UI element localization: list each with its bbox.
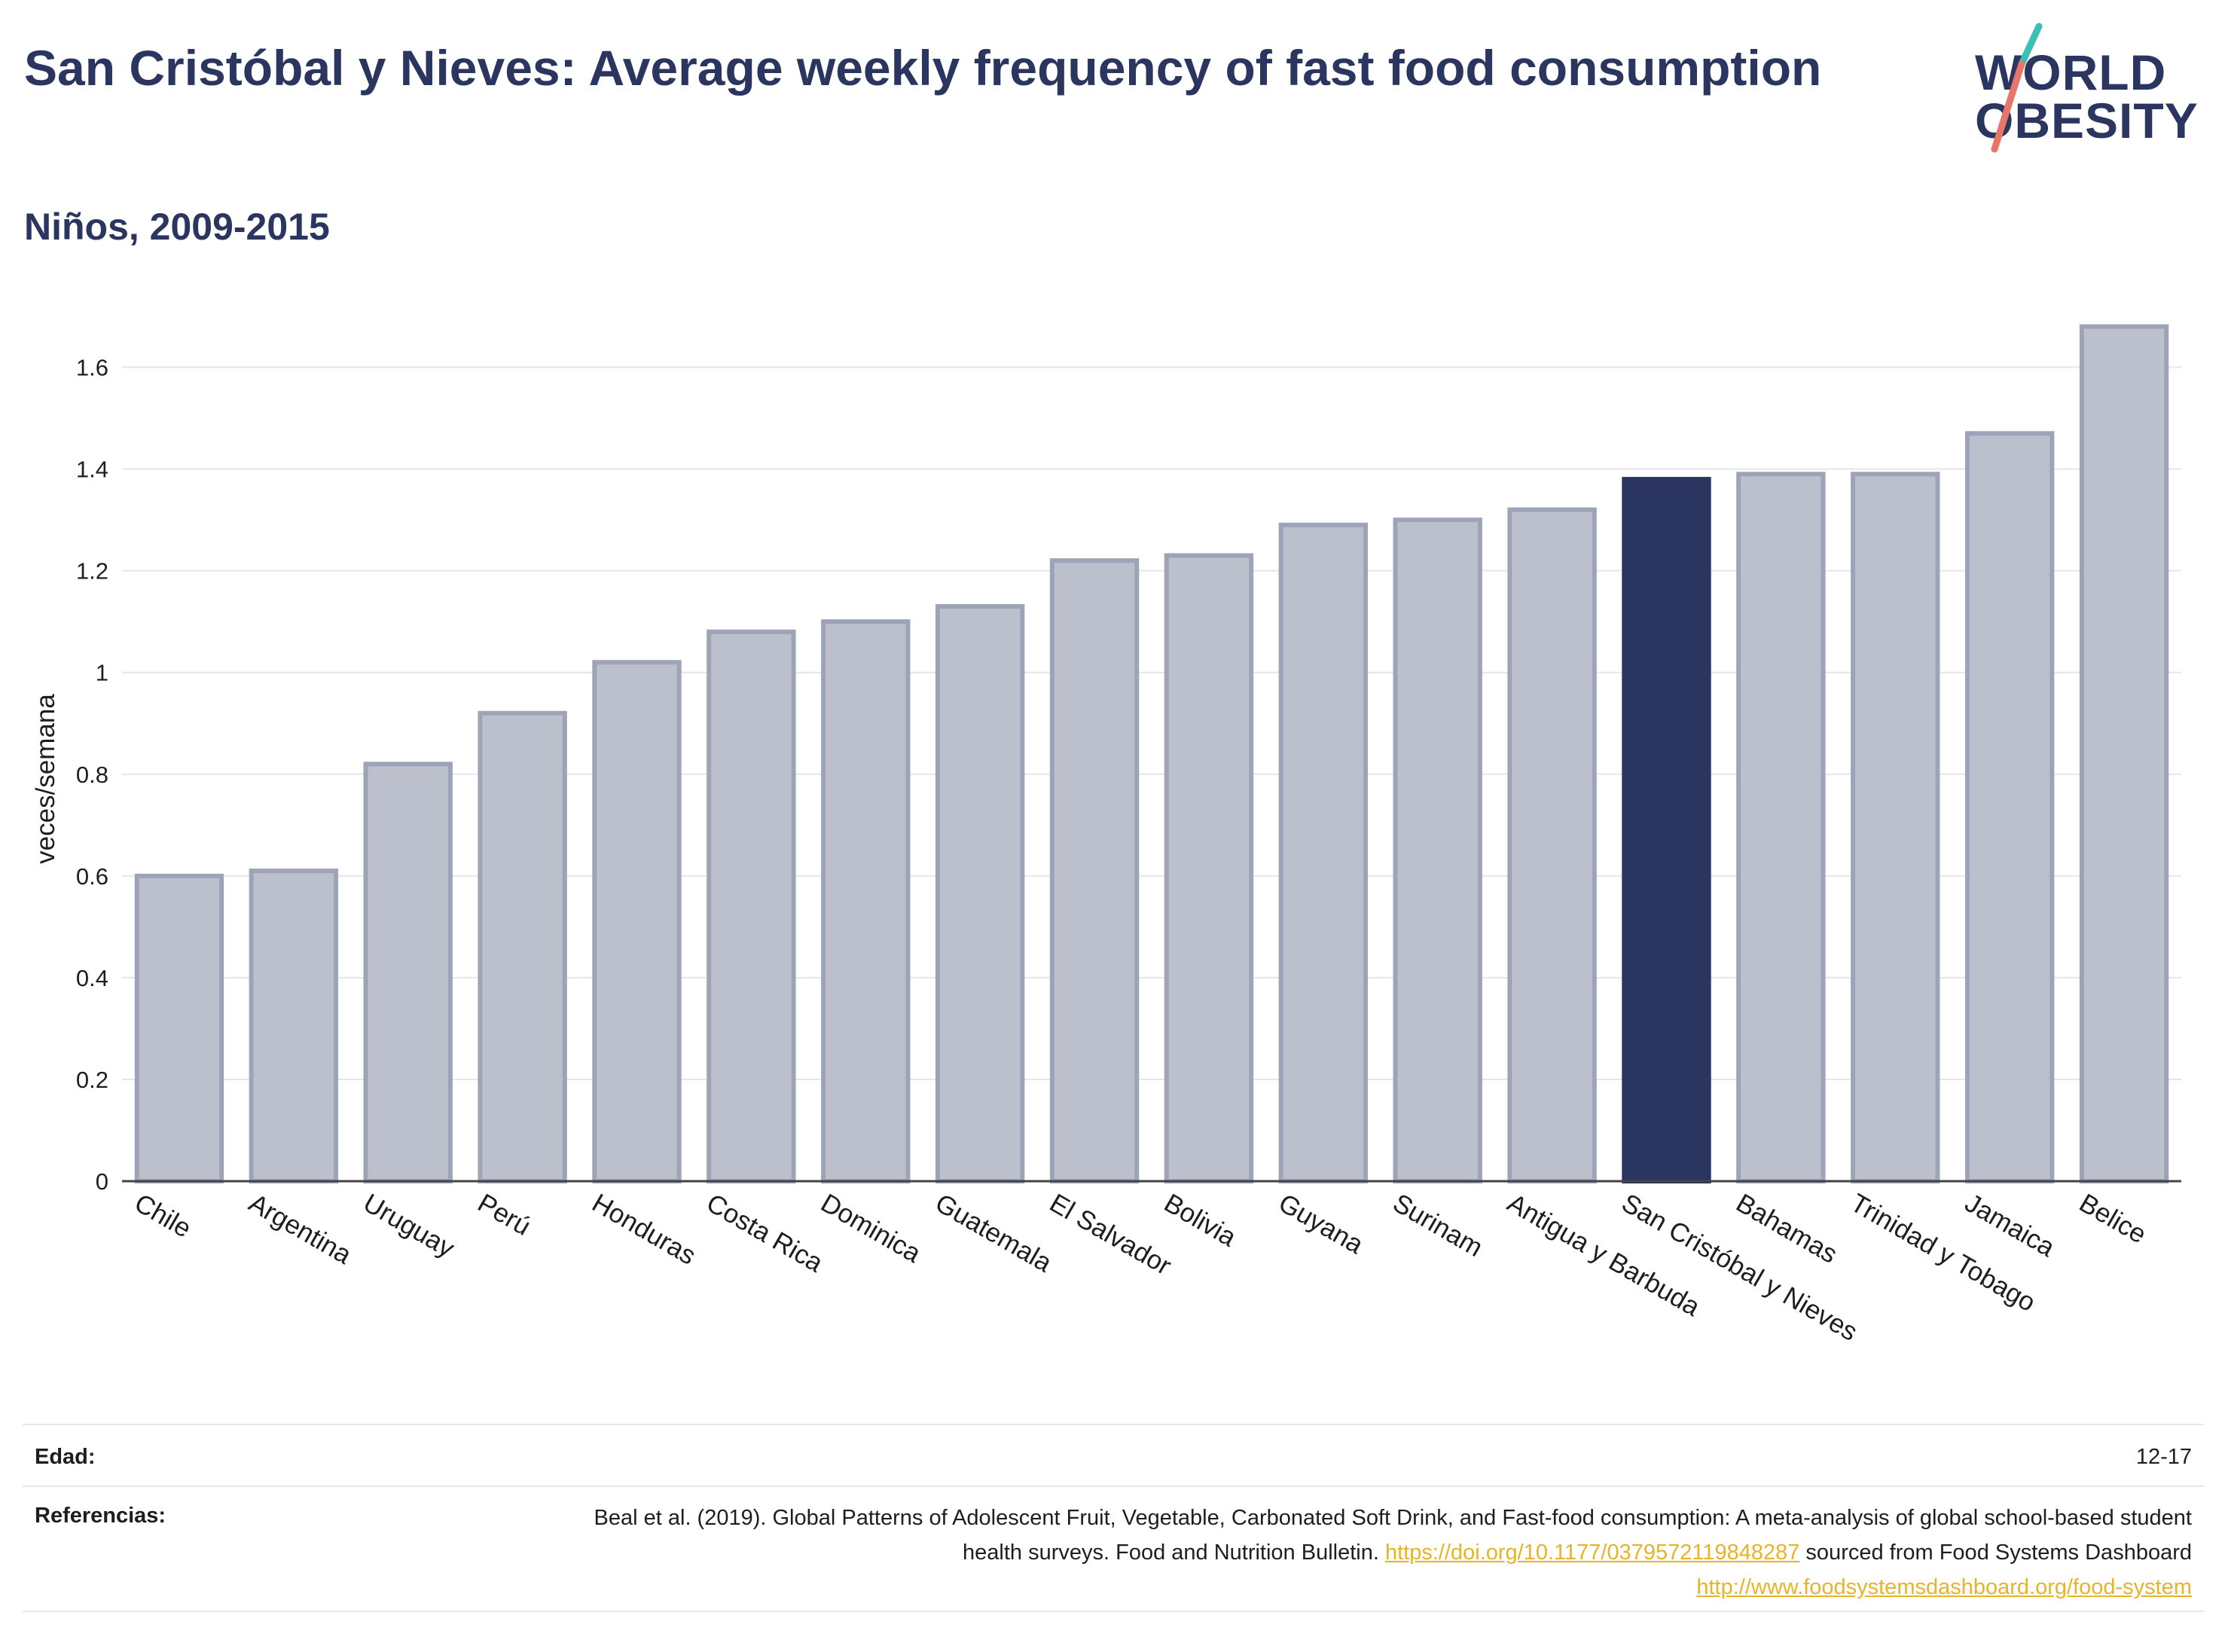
x-tick-label: Antigua y Barbuda [1503,1188,1705,1322]
footer-divider-bottom [23,1611,2204,1612]
references-citation: Beal et al. (2019). Global Patterns of A… [594,1506,2192,1565]
bar-el-salvador [1049,558,1140,1183]
world-obesity-logo: WORLD OBESITY [1958,23,2214,158]
bar-dominica [821,619,911,1184]
x-axis-ticks: Chile Argentina Uruguay Perú Honduras Costa R… [130,1188,2151,1347]
x-tick-label: Argentina [244,1188,357,1270]
bar-chart: 0 0.2 0.4 0.6 0.8 1 1.2 1.4 1.6 Chile Argentina Ur… [31,324,2181,1347]
x-tick-label: Honduras [588,1188,701,1271]
bar-argentina [249,869,339,1184]
food-systems-link[interactable]: http://www.foodsystemsdashboard.org/food… [1696,1575,2192,1599]
x-tick-label: Trinidad y Tobago [1845,1188,2040,1318]
y-tick-label: 0.6 [76,863,108,890]
bar-per- [478,710,567,1183]
bar-bolivia [1164,553,1254,1183]
y-axis-ticks: 0 0.2 0.4 0.6 0.8 1 1.2 1.4 1.6 [76,355,108,1195]
y-tick-label: 1.2 [76,558,108,585]
footer-divider-mid [23,1486,2204,1487]
footer-references-row: Referencias: Beal et al. (2019). Global … [23,1501,2204,1614]
references-text: Beal et al. (2019). Global Patterns of A… [535,1501,2192,1605]
bar-jamaica [1964,431,2055,1184]
x-tick-label: Surinam [1388,1188,1488,1263]
footer-age-row: Edad: 12-17 [23,1445,2204,1475]
bar-bahamas [1736,472,1826,1183]
chart-title: San Cristóbal y Nieves: Average weekly f… [24,40,1822,96]
logo-line-1: WORLD [1975,44,2167,100]
bar-guyana [1278,522,1369,1183]
bar-guatemala [935,603,1025,1183]
y-tick-label: 0.4 [76,965,108,991]
x-tick-label: Costa Rica [701,1188,828,1278]
y-tick-label: 0.8 [76,762,108,788]
y-tick-label: 0.2 [76,1067,108,1093]
logo-slash-icon [1991,23,2043,153]
bar-chile [134,873,224,1184]
bar-uruguay [363,762,453,1183]
references-source: sourced from Food Systems Dashboard [1799,1541,2192,1565]
y-tick-label: 0 [96,1168,108,1195]
bar-costa-rica [707,629,796,1183]
bar-antigua-y-barbuda [1507,507,1597,1183]
footer-divider-top [23,1424,2204,1425]
bar-trinidad-y-tobago [1851,472,1940,1183]
bar-surinam [1393,518,1482,1183]
y-tick-label: 1.6 [76,355,108,381]
x-tick-label: Uruguay [359,1188,460,1263]
age-label: Edad: [35,1445,96,1469]
y-tick-label: 1 [96,660,108,686]
chart-subtitle: Niños, 2009-2015 [24,206,330,248]
age-value: 12-17 [2135,1445,2192,1469]
references-label: Referencias: [35,1504,166,1528]
x-tick-label: Belice [2074,1188,2151,1249]
doi-link[interactable]: https://doi.org/10.1177/0379572119848287 [1384,1541,1800,1565]
x-tick-label: Jamaica [1960,1188,2060,1263]
bars [134,324,2169,1184]
x-tick-label: Dominica [816,1188,926,1269]
y-axis-label: veces/semana [31,694,60,864]
x-tick-label: Bolivia [1159,1188,1241,1253]
y-tick-label: 1.4 [76,457,108,483]
bar-belice [2079,324,2169,1184]
x-tick-label: Chile [130,1188,197,1244]
x-tick-label: El Salvador [1045,1188,1177,1281]
bar-honduras [592,660,682,1183]
bar-san-crist-bal-y-nieves [1622,477,1711,1183]
x-tick-label: Guatemala [930,1188,1057,1278]
gridlines [122,366,2181,1080]
x-tick-label: Perú [473,1188,536,1241]
x-tick-label: Guyana [1274,1188,1369,1260]
